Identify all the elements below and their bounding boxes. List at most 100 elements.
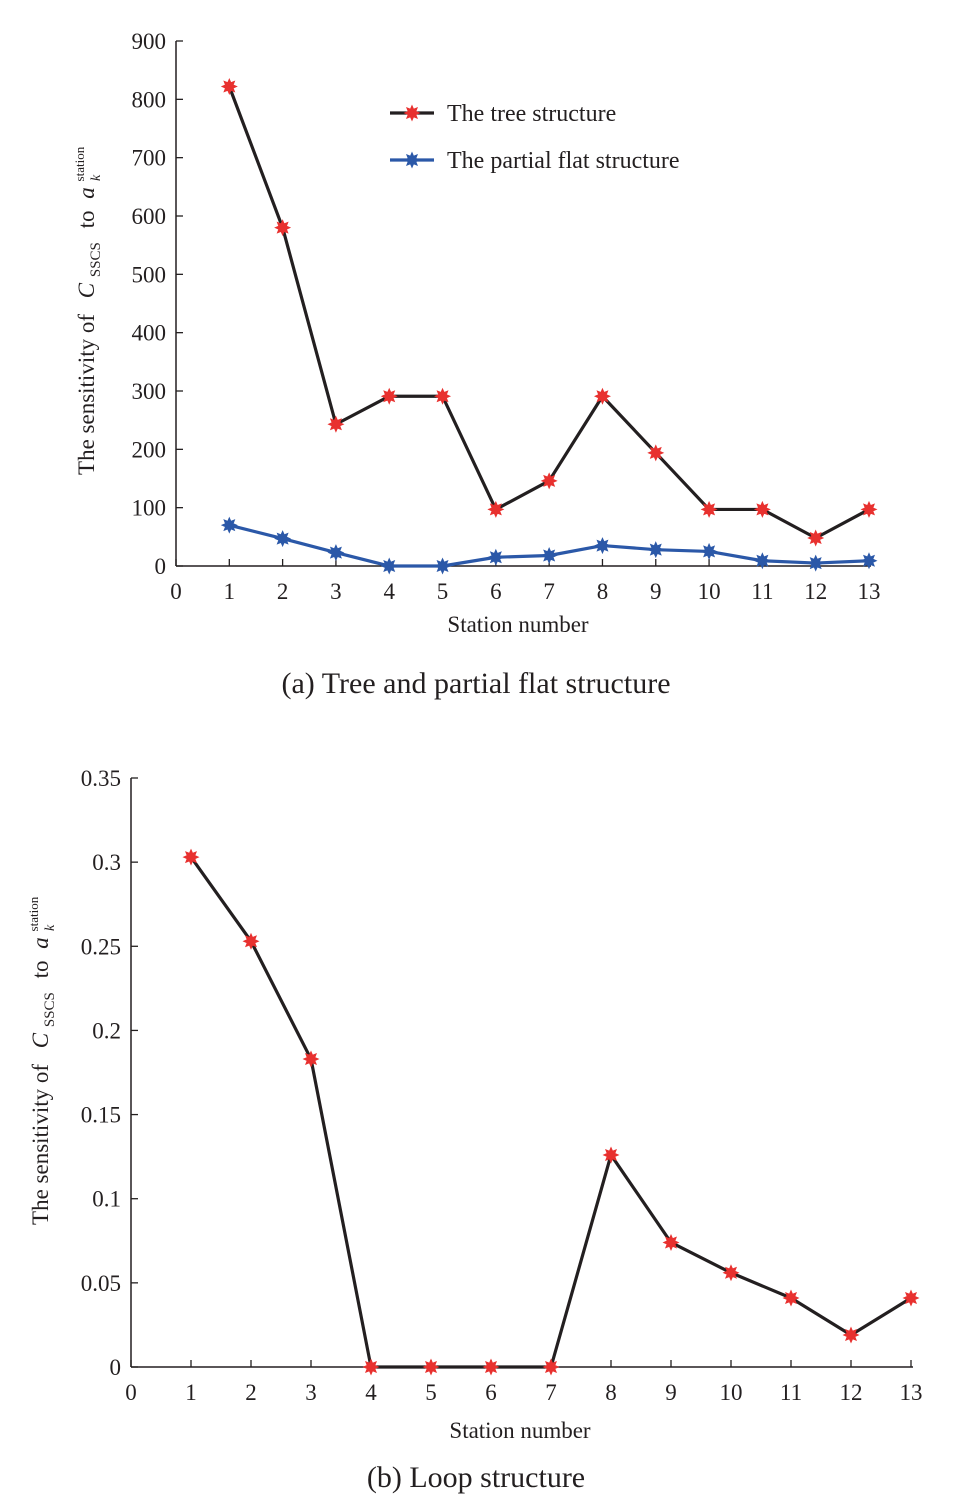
chart-a-y-label-var2-sub: k — [89, 174, 104, 181]
chart-b-series-0-point — [722, 1264, 740, 1282]
chart-a-series-1-point — [487, 548, 505, 566]
legend-marker-1 — [403, 151, 421, 169]
chart-b-x-axis-label: Station number — [449, 1418, 591, 1443]
chart-b-series — [182, 848, 920, 1376]
chart-b-y-axis-label: The sensitivity of C SSCS to a station k — [18, 891, 59, 1225]
chart-b-series-0-point — [302, 1050, 320, 1068]
chart-a-x-ticks: 0 1 2 3 4 5 6 7 8 9 10 11 12 13 — [170, 559, 881, 604]
chart-a-y-tick-label: 0 — [155, 554, 167, 579]
chart-b-x-tick-label: 4 — [365, 1380, 377, 1405]
chart-a-series-0-point — [327, 415, 345, 433]
chart-a-x-tick-label: 3 — [330, 579, 342, 604]
chart-a-y-tick-label: 500 — [132, 262, 167, 287]
chart-a-series-0-point — [540, 472, 558, 490]
chart-a-series-1-point — [860, 552, 878, 570]
chart-a-y-label-var2: a — [74, 187, 99, 199]
chart-b-x-tick-label: 6 — [485, 1380, 497, 1405]
chart-b-y-label-mid: to — [28, 960, 53, 978]
chart-a-y-ticks: 0 100 200 300 400 500 600 700 800 900 — [132, 29, 183, 579]
legend-label-1: The partial flat structure — [447, 148, 680, 174]
chart-a-y-label-var-sub: SSCS — [88, 242, 104, 277]
chart-b-y-tick-label: 0.25 — [81, 934, 121, 959]
legend-label-0: The tree structure — [447, 101, 616, 127]
chart-a-series-1-point — [753, 552, 771, 570]
chart-b-y-label-var2-sub: k — [43, 924, 58, 931]
chart-a-series-0-point — [434, 387, 452, 405]
chart-a-x-tick-label: 7 — [543, 579, 555, 604]
chart-b-x-tick-label: 5 — [425, 1380, 437, 1405]
chart-b-series-0-point — [362, 1358, 380, 1376]
chart-a-series-0-point — [807, 529, 825, 547]
chart-b-x-tick-label: 0 — [125, 1380, 137, 1405]
chart-a-x-tick-label: 1 — [224, 579, 236, 604]
chart-a-y-tick-label: 200 — [132, 437, 167, 462]
chart-a-y-tick-label: 600 — [132, 204, 167, 229]
chart-a-y-axis-label: The sensitivity of C SSCS to a station k — [64, 141, 105, 475]
chart-loop-structure: 00.050.10.150.20.250.30.35 0 1 2 3 4 5 6 7 8 9 10 1… — [18, 766, 923, 1494]
chart-a-x-tick-label: 6 — [490, 579, 502, 604]
chart-a-x-tick-label: 11 — [751, 579, 773, 604]
chart-a-series-1-point — [274, 530, 292, 548]
chart-b-y-label-var-sub: SSCS — [42, 992, 58, 1027]
chart-b-x-tick-label: 12 — [840, 1380, 863, 1405]
chart-b-series-0-line — [189, 856, 912, 1369]
chart-a-x-axis-label: Station number — [447, 612, 589, 637]
chart-b-series-0-point — [242, 932, 260, 950]
chart-b-y-tick-label: 0.15 — [81, 1103, 121, 1128]
chart-a-y-tick-label: 900 — [132, 29, 167, 54]
chart-a-x-tick-label: 2 — [277, 579, 289, 604]
chart-a-y-tick-label: 100 — [132, 496, 167, 521]
chart-b-y-tick-label: 0.35 — [81, 766, 121, 791]
chart-a-series-0-point — [380, 387, 398, 405]
chart-b-y-label-var2: a — [28, 937, 53, 949]
chart-a-y-label-mid: to — [74, 210, 99, 228]
chart-b-y-tick-label: 0.05 — [81, 1271, 121, 1296]
chart-b-x-tick-label: 9 — [665, 1380, 677, 1405]
chart-b-series-0-point — [662, 1233, 680, 1251]
chart-a-series-1-point — [593, 537, 611, 555]
chart-a-series-1-point — [434, 557, 452, 575]
chart-b-series-0-point — [482, 1358, 500, 1376]
chart-a-series-0-point — [220, 78, 238, 95]
chart-a-series-1-point — [327, 544, 345, 562]
chart-a-y-label-var: C — [74, 282, 99, 298]
chart-a-series-0-point — [753, 500, 771, 518]
chart-b-x-tick-label: 11 — [780, 1380, 802, 1405]
chart-b-series-0-point — [182, 848, 200, 866]
chart-b-caption: (b) Loop structure — [367, 1461, 585, 1494]
chart-b-series-0-point — [542, 1358, 560, 1376]
chart-a-series-0-point — [860, 500, 878, 518]
chart-b-series-0-point — [782, 1289, 800, 1307]
chart-b-x-tick-label: 13 — [900, 1380, 923, 1405]
chart-a-x-tick-label: 8 — [597, 579, 609, 604]
chart-a-x-tick-label: 13 — [858, 579, 881, 604]
chart-a-series-0-point — [647, 444, 665, 462]
chart-a-y-label-prefix: The sensitivity of — [74, 314, 99, 475]
chart-a-x-tick-label: 4 — [383, 579, 395, 604]
chart-a-series-1-point — [647, 541, 665, 559]
chart-b-series-0-point — [422, 1358, 440, 1376]
chart-b-y-tick-label: 0.1 — [92, 1187, 121, 1212]
chart-b-y-tick-label: 0.3 — [92, 850, 121, 875]
chart-a-y-label-var2-sup: station — [72, 146, 87, 181]
chart-a-x-tick-label: 10 — [698, 579, 721, 604]
chart-a-y-tick-label: 700 — [132, 146, 167, 171]
chart-a-series-0-point — [700, 500, 718, 518]
chart-a-series-1-point — [807, 554, 825, 572]
chart-b-x-ticks: 0 1 2 3 4 5 6 7 8 9 10 11 12 13 — [125, 1360, 923, 1405]
chart-b-y-label-prefix: The sensitivity of — [28, 1064, 53, 1225]
chart-b-x-tick-label: 7 — [545, 1380, 557, 1405]
chart-a-x-tick-label: 0 — [170, 579, 182, 604]
chart-a-y-tick-label: 800 — [132, 87, 167, 112]
chart-b-x-tick-label: 1 — [185, 1380, 197, 1405]
chart-b-x-tick-label: 8 — [605, 1380, 617, 1405]
legend-marker-0 — [403, 104, 421, 122]
chart-a-legend: The tree structure The partial flat struc… — [390, 101, 680, 174]
chart-a-series-1-point — [540, 547, 558, 564]
chart-b-y-label-var2-sup: station — [26, 896, 41, 931]
chart-a-x-tick-label: 5 — [437, 579, 449, 604]
chart-b-x-tick-label: 10 — [720, 1380, 743, 1405]
chart-b-y-label-var: C — [28, 1032, 53, 1048]
